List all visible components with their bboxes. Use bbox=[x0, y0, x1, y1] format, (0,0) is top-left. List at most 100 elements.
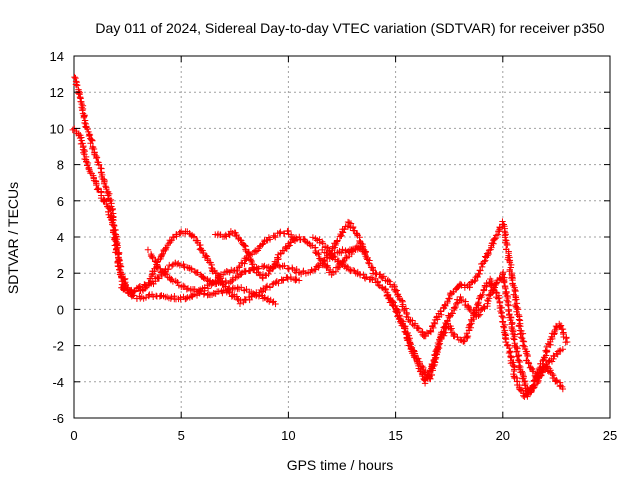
data-point-marker bbox=[190, 234, 198, 241]
data-point-marker bbox=[427, 375, 434, 383]
data-point-marker bbox=[187, 265, 195, 272]
data-point-marker bbox=[296, 233, 303, 241]
data-point-marker bbox=[428, 371, 436, 379]
data-point-marker bbox=[559, 385, 567, 393]
data-point-marker bbox=[557, 322, 565, 329]
data-point-marker bbox=[75, 90, 82, 97]
data-point-marker bbox=[149, 253, 156, 261]
data-point-marker bbox=[71, 73, 78, 81]
data-point-marker bbox=[243, 285, 250, 293]
data-point-marker bbox=[553, 378, 561, 385]
data-point-marker bbox=[466, 306, 473, 313]
data-point-marker bbox=[232, 274, 239, 281]
data-point-marker bbox=[553, 376, 560, 384]
x-axis-title: GPS time / hours bbox=[287, 457, 394, 473]
data-point-marker bbox=[80, 114, 88, 121]
data-point-marker bbox=[510, 335, 517, 342]
data-point-marker bbox=[494, 295, 502, 302]
data-point-marker bbox=[502, 231, 509, 238]
data-point-marker bbox=[145, 292, 153, 300]
data-point-marker bbox=[475, 299, 482, 306]
data-point-marker bbox=[529, 368, 536, 375]
data-point-marker bbox=[219, 289, 226, 297]
data-point-marker bbox=[180, 282, 187, 290]
data-point-marker bbox=[164, 265, 172, 273]
data-point-marker bbox=[102, 182, 109, 190]
data-point-marker bbox=[437, 308, 444, 315]
x-tick-label: 20 bbox=[496, 428, 510, 443]
y-tick-label: 10 bbox=[50, 121, 64, 136]
data-point-marker bbox=[289, 236, 296, 243]
data-point-marker bbox=[272, 234, 279, 241]
data-point-marker bbox=[471, 278, 478, 285]
series-track-d bbox=[144, 246, 279, 308]
data-point-marker bbox=[485, 297, 492, 305]
data-point-marker bbox=[318, 238, 326, 245]
data-point-marker bbox=[513, 348, 521, 355]
data-point-marker bbox=[79, 107, 86, 114]
data-point-marker bbox=[83, 158, 90, 166]
data-point-marker bbox=[338, 232, 345, 239]
x-tick-label: 15 bbox=[388, 428, 402, 443]
data-point-marker bbox=[91, 149, 98, 157]
data-point-marker bbox=[548, 370, 556, 378]
data-point-marker bbox=[515, 316, 523, 323]
data-point-marker bbox=[415, 325, 423, 332]
data-point-marker bbox=[475, 270, 482, 278]
data-point-marker bbox=[319, 240, 327, 247]
data-point-marker bbox=[116, 266, 123, 273]
data-point-marker bbox=[414, 324, 422, 332]
data-point-marker bbox=[508, 354, 515, 361]
data-point-marker bbox=[199, 249, 207, 257]
data-point-marker bbox=[450, 304, 458, 311]
data-point-marker bbox=[293, 265, 300, 273]
data-point-marker bbox=[393, 287, 400, 294]
data-point-marker bbox=[309, 234, 317, 241]
data-point-marker bbox=[430, 319, 438, 327]
data-point-marker bbox=[238, 284, 245, 291]
data-point-marker bbox=[236, 300, 244, 307]
data-point-marker bbox=[393, 309, 400, 316]
data-point-marker bbox=[115, 263, 122, 270]
data-point-marker bbox=[262, 286, 269, 294]
data-point-marker bbox=[72, 74, 79, 82]
data-point-marker bbox=[401, 325, 408, 332]
data-point-marker bbox=[512, 348, 520, 356]
data-point-marker bbox=[343, 265, 350, 272]
data-point-marker bbox=[481, 303, 488, 311]
data-point-marker bbox=[334, 258, 341, 265]
chart-title: Day 011 of 2024, Sidereal Day-to-day VTE… bbox=[95, 20, 604, 36]
data-point-marker bbox=[224, 286, 232, 294]
data-point-marker bbox=[398, 297, 406, 304]
data-point-marker bbox=[476, 266, 484, 274]
y-tick-label: 0 bbox=[57, 302, 64, 317]
data-point-marker bbox=[144, 246, 152, 253]
data-point-marker bbox=[292, 275, 299, 283]
data-point-marker bbox=[236, 264, 243, 271]
data-point-marker bbox=[517, 334, 525, 341]
data-point-marker bbox=[223, 267, 230, 275]
data-point-marker bbox=[72, 81, 80, 88]
data-point-marker bbox=[518, 368, 526, 375]
data-point-marker bbox=[141, 281, 148, 288]
data-point-marker bbox=[365, 259, 372, 267]
data-point-marker bbox=[315, 251, 322, 258]
data-point-marker bbox=[174, 279, 181, 286]
data-point-marker bbox=[524, 352, 531, 360]
data-point-marker bbox=[95, 161, 103, 168]
data-point-marker bbox=[215, 272, 222, 279]
data-point-marker bbox=[504, 301, 512, 308]
data-point-marker bbox=[466, 321, 474, 328]
data-point-marker bbox=[557, 382, 564, 389]
data-point-marker bbox=[489, 239, 496, 247]
data-point-marker bbox=[200, 274, 207, 282]
data-point-marker bbox=[262, 272, 269, 279]
data-point-marker bbox=[503, 289, 510, 297]
data-point-marker bbox=[461, 301, 469, 309]
data-point-marker bbox=[452, 303, 459, 311]
data-point-marker bbox=[120, 286, 128, 293]
data-point-marker bbox=[272, 300, 279, 308]
data-point-marker bbox=[83, 124, 90, 131]
data-point-marker bbox=[445, 295, 452, 302]
data-point-marker bbox=[269, 299, 276, 306]
